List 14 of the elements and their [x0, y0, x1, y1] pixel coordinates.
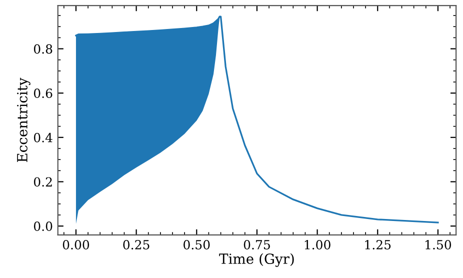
y-tick-label: 0.2 — [34, 177, 52, 187]
x-tick-label: 0.25 — [123, 240, 150, 250]
x-tick-label: 0.75 — [244, 240, 270, 250]
y-tick-label: 0.6 — [34, 88, 52, 98]
x-tick-label: 1.25 — [365, 240, 391, 250]
y-axis-title: Eccentricity — [17, 78, 30, 162]
x-tick-label: 0.00 — [62, 240, 90, 250]
x-tick-label: 0.50 — [184, 240, 210, 250]
y-tick-label: 0.8 — [34, 44, 52, 54]
y-tick-label: 0.0 — [34, 222, 52, 231]
x-tick-label: 1.00 — [304, 240, 330, 250]
x-tick-label: 1.50 — [426, 240, 452, 250]
y-tick-label: 0.4 — [34, 132, 52, 142]
x-axis-title: Time (Gyr) — [219, 253, 294, 267]
